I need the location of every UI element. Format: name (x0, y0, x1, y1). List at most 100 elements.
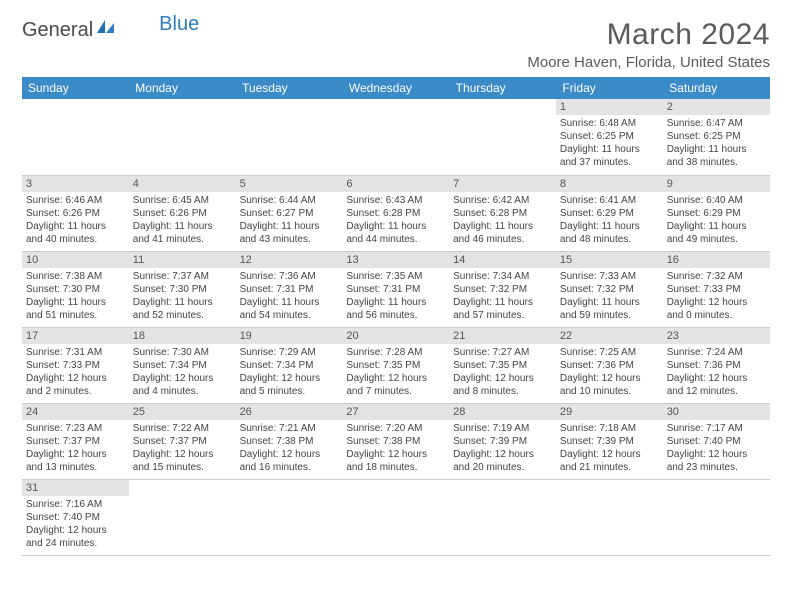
empty-day (129, 480, 236, 496)
daylight-text: Daylight: 12 hours and 24 minutes. (26, 524, 125, 550)
sunset-text: Sunset: 7:33 PM (667, 283, 766, 296)
sunset-text: Sunset: 6:29 PM (667, 207, 766, 220)
calendar-cell: 17Sunrise: 7:31 AMSunset: 7:33 PMDayligh… (22, 327, 129, 403)
sunset-text: Sunset: 7:35 PM (453, 359, 552, 372)
sunrise-text: Sunrise: 7:17 AM (667, 422, 766, 435)
sunrise-text: Sunrise: 7:28 AM (346, 346, 445, 359)
calendar-cell: 24Sunrise: 7:23 AMSunset: 7:37 PMDayligh… (22, 403, 129, 479)
day-data: Sunrise: 7:35 AMSunset: 7:31 PMDaylight:… (342, 268, 449, 325)
calendar-cell: 7Sunrise: 6:42 AMSunset: 6:28 PMDaylight… (449, 175, 556, 251)
sunrise-text: Sunrise: 6:45 AM (133, 194, 232, 207)
sunset-text: Sunset: 7:39 PM (453, 435, 552, 448)
day-number: 15 (556, 252, 663, 268)
day-number: 2 (663, 99, 770, 115)
calendar-cell: 19Sunrise: 7:29 AMSunset: 7:34 PMDayligh… (236, 327, 343, 403)
sunrise-text: Sunrise: 6:47 AM (667, 117, 766, 130)
weekday-header: Monday (129, 77, 236, 99)
page-title: March 2024 (527, 18, 770, 52)
sunset-text: Sunset: 7:38 PM (346, 435, 445, 448)
day-data: Sunrise: 6:41 AMSunset: 6:29 PMDaylight:… (556, 192, 663, 249)
daylight-text: Daylight: 11 hours and 57 minutes. (453, 296, 552, 322)
day-number: 16 (663, 252, 770, 268)
empty-day (342, 99, 449, 115)
day-data: Sunrise: 7:32 AMSunset: 7:33 PMDaylight:… (663, 268, 770, 325)
sunset-text: Sunset: 6:29 PM (560, 207, 659, 220)
day-number: 5 (236, 176, 343, 192)
daylight-text: Daylight: 11 hours and 38 minutes. (667, 143, 766, 169)
sunrise-text: Sunrise: 7:22 AM (133, 422, 232, 435)
calendar-cell (236, 99, 343, 175)
day-data: Sunrise: 7:25 AMSunset: 7:36 PMDaylight:… (556, 344, 663, 401)
day-number: 17 (22, 328, 129, 344)
calendar-cell: 28Sunrise: 7:19 AMSunset: 7:39 PMDayligh… (449, 403, 556, 479)
daylight-text: Daylight: 12 hours and 7 minutes. (346, 372, 445, 398)
sunrise-text: Sunrise: 7:29 AM (240, 346, 339, 359)
empty-day (236, 480, 343, 496)
day-number: 1 (556, 99, 663, 115)
daylight-text: Daylight: 12 hours and 20 minutes. (453, 448, 552, 474)
day-number: 4 (129, 176, 236, 192)
title-block: March 2024 Moore Haven, Florida, United … (527, 18, 770, 71)
day-data: Sunrise: 7:37 AMSunset: 7:30 PMDaylight:… (129, 268, 236, 325)
calendar-cell: 25Sunrise: 7:22 AMSunset: 7:37 PMDayligh… (129, 403, 236, 479)
empty-day (129, 99, 236, 115)
daylight-text: Daylight: 12 hours and 13 minutes. (26, 448, 125, 474)
daylight-text: Daylight: 12 hours and 12 minutes. (667, 372, 766, 398)
empty-day (236, 99, 343, 115)
calendar-cell: 27 Sunrise: 7:20 AMSunset: 7:38 PMDayligh… (342, 403, 449, 479)
sunrise-text: Sunrise: 7:27 AM (453, 346, 552, 359)
empty-day (342, 480, 449, 496)
daylight-text: Daylight: 12 hours and 8 minutes. (453, 372, 552, 398)
calendar-cell: 13Sunrise: 7:35 AMSunset: 7:31 PMDayligh… (342, 251, 449, 327)
sunset-text: Sunset: 7:37 PM (133, 435, 232, 448)
day-data: Sunrise: 6:43 AMSunset: 6:28 PMDaylight:… (342, 192, 449, 249)
calendar-cell: 14Sunrise: 7:34 AMSunset: 7:32 PMDayligh… (449, 251, 556, 327)
daylight-text: Daylight: 12 hours and 10 minutes. (560, 372, 659, 398)
daylight-text: Daylight: 11 hours and 44 minutes. (346, 220, 445, 246)
sunset-text: Sunset: 7:31 PM (240, 283, 339, 296)
weekday-header-row: SundayMondayTuesdayWednesdayThursdayFrid… (22, 77, 770, 99)
sunset-text: Sunset: 7:37 PM (26, 435, 125, 448)
weekday-header: Friday (556, 77, 663, 99)
daylight-text: Daylight: 11 hours and 56 minutes. (346, 296, 445, 322)
sunrise-text: Sunrise: 7:20 AM (346, 422, 445, 435)
daylight-text: Daylight: 11 hours and 41 minutes. (133, 220, 232, 246)
calendar-cell (129, 99, 236, 175)
daylight-text: Daylight: 12 hours and 18 minutes. (346, 448, 445, 474)
sunrise-text: Sunrise: 7:25 AM (560, 346, 659, 359)
day-data: Sunrise: 7:36 AMSunset: 7:31 PMDaylight:… (236, 268, 343, 325)
sunset-text: Sunset: 6:28 PM (453, 207, 552, 220)
day-data: Sunrise: 7:21 AMSunset: 7:38 PMDaylight:… (236, 420, 343, 477)
daylight-text: Daylight: 11 hours and 43 minutes. (240, 220, 339, 246)
day-number: 27 (342, 404, 449, 420)
sunrise-text: Sunrise: 7:16 AM (26, 498, 125, 511)
day-data: Sunrise: 7:31 AMSunset: 7:33 PMDaylight:… (22, 344, 129, 401)
calendar-cell (22, 99, 129, 175)
weekday-header: Sunday (22, 77, 129, 99)
daylight-text: Daylight: 11 hours and 46 minutes. (453, 220, 552, 246)
empty-day (449, 99, 556, 115)
daylight-text: Daylight: 11 hours and 49 minutes. (667, 220, 766, 246)
sunrise-text: Sunrise: 7:19 AM (453, 422, 552, 435)
day-data: Sunrise: 7:28 AMSunset: 7:35 PMDaylight:… (342, 344, 449, 401)
calendar-cell: 26Sunrise: 7:21 AMSunset: 7:38 PMDayligh… (236, 403, 343, 479)
calendar-cell: 1Sunrise: 6:48 AMSunset: 6:25 PMDaylight… (556, 99, 663, 175)
calendar-cell: 18Sunrise: 7:30 AMSunset: 7:34 PMDayligh… (129, 327, 236, 403)
day-number: 19 (236, 328, 343, 344)
empty-day (449, 480, 556, 496)
day-number: 6 (342, 176, 449, 192)
day-data: Sunrise: 7:29 AMSunset: 7:34 PMDaylight:… (236, 344, 343, 401)
calendar-cell: 30Sunrise: 7:17 AMSunset: 7:40 PMDayligh… (663, 403, 770, 479)
sunrise-text: Sunrise: 7:23 AM (26, 422, 125, 435)
weekday-header: Tuesday (236, 77, 343, 99)
calendar-cell: 29Sunrise: 7:18 AMSunset: 7:39 PMDayligh… (556, 403, 663, 479)
day-number: 21 (449, 328, 556, 344)
sunrise-text: Sunrise: 7:24 AM (667, 346, 766, 359)
sunrise-text: Sunrise: 6:40 AM (667, 194, 766, 207)
daylight-text: Daylight: 12 hours and 5 minutes. (240, 372, 339, 398)
day-data: Sunrise: 7:30 AMSunset: 7:34 PMDaylight:… (129, 344, 236, 401)
sunset-text: Sunset: 6:25 PM (667, 130, 766, 143)
day-number: 12 (236, 252, 343, 268)
daylight-text: Daylight: 11 hours and 59 minutes. (560, 296, 659, 322)
sunrise-text: Sunrise: 6:43 AM (346, 194, 445, 207)
